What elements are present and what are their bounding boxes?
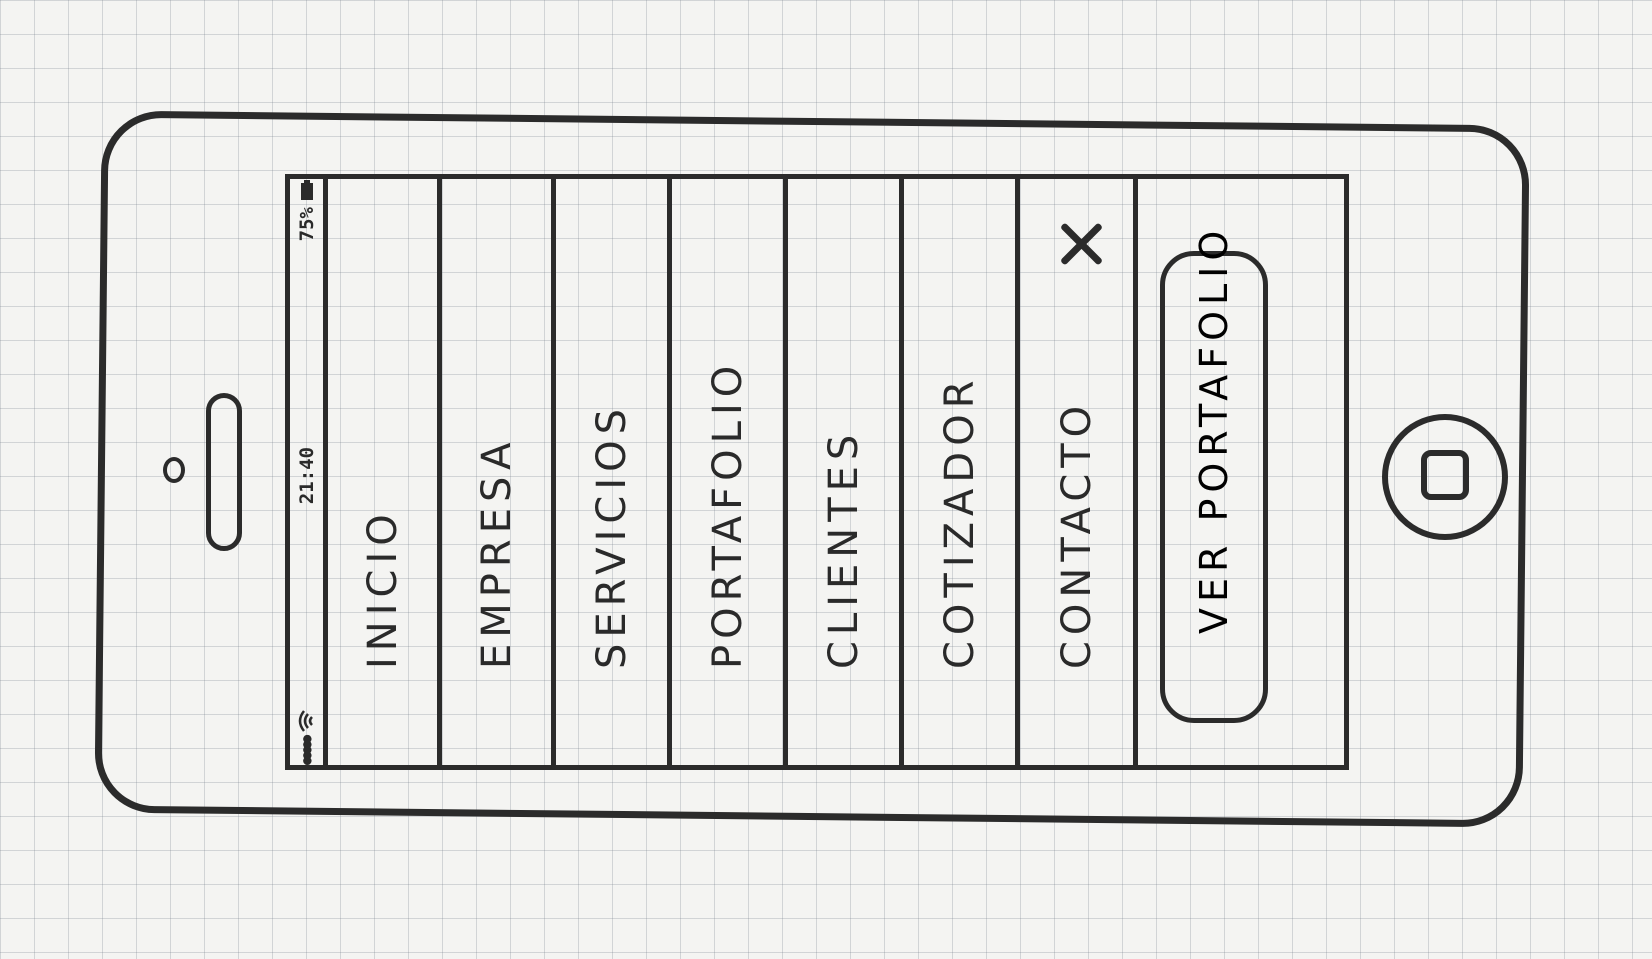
menu-item-label: CONTACTO [1053, 399, 1100, 669]
screen: ●●●●● 21:40 75% INICIO EMPRESA SERVICI [285, 174, 1349, 770]
menu-item-contacto[interactable]: CONTACTO [1020, 179, 1138, 765]
menu-item-servicios[interactable]: SERVICIOS [556, 179, 672, 765]
home-button[interactable] [1382, 414, 1508, 540]
ver-portafolio-label: VER PORTAFOLIO [1192, 224, 1236, 634]
battery-percent: 75% [295, 207, 318, 242]
menu-item-portafolio[interactable]: PORTAFOLIO [672, 179, 788, 765]
menu-item-inicio[interactable]: INICIO [328, 179, 442, 765]
status-time: 21:40 [295, 446, 318, 505]
speaker-grille [206, 393, 242, 551]
battery-icon [300, 180, 313, 200]
menu-item-label: SERVICIOS [588, 402, 635, 669]
wifi-icon [298, 710, 313, 732]
ver-portafolio-button[interactable]: VER PORTAFOLIO [1160, 225, 1268, 723]
cta-panel: VER PORTAFOLIO [1138, 179, 1289, 765]
menu-item-label: COTIZADOR [936, 374, 983, 670]
status-bar: ●●●●● 21:40 75% [290, 179, 328, 765]
menu-item-label: CLIENTES [820, 428, 867, 669]
menu-item-empresa[interactable]: EMPRESA [442, 179, 556, 765]
signal-strength-icon: ●●●●● [298, 737, 315, 765]
menu-item-label: EMPRESA [473, 436, 520, 669]
home-button-icon [1421, 450, 1469, 500]
menu-item-label: PORTAFOLIO [704, 359, 751, 669]
close-icon[interactable] [1054, 217, 1108, 271]
menu-item-cotizador[interactable]: COTIZADOR [904, 179, 1020, 765]
menu-item-label: INICIO [359, 508, 406, 669]
menu-item-clientes[interactable]: CLIENTES [788, 179, 904, 765]
front-camera-icon [163, 457, 185, 483]
